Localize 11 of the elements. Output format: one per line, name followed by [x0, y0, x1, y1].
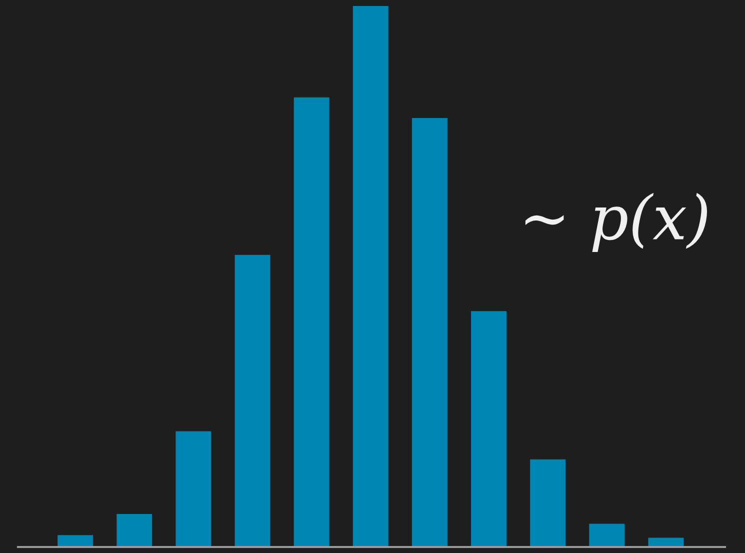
bar — [294, 97, 330, 547]
bar — [412, 118, 448, 547]
bar — [58, 535, 94, 547]
bar — [471, 311, 506, 547]
bar — [176, 431, 212, 547]
bar — [589, 524, 625, 547]
bar — [116, 514, 152, 547]
bar — [352, 6, 388, 547]
annotation: ∼ p(x) — [525, 192, 708, 252]
bar — [530, 459, 566, 547]
bar — [234, 254, 270, 547]
